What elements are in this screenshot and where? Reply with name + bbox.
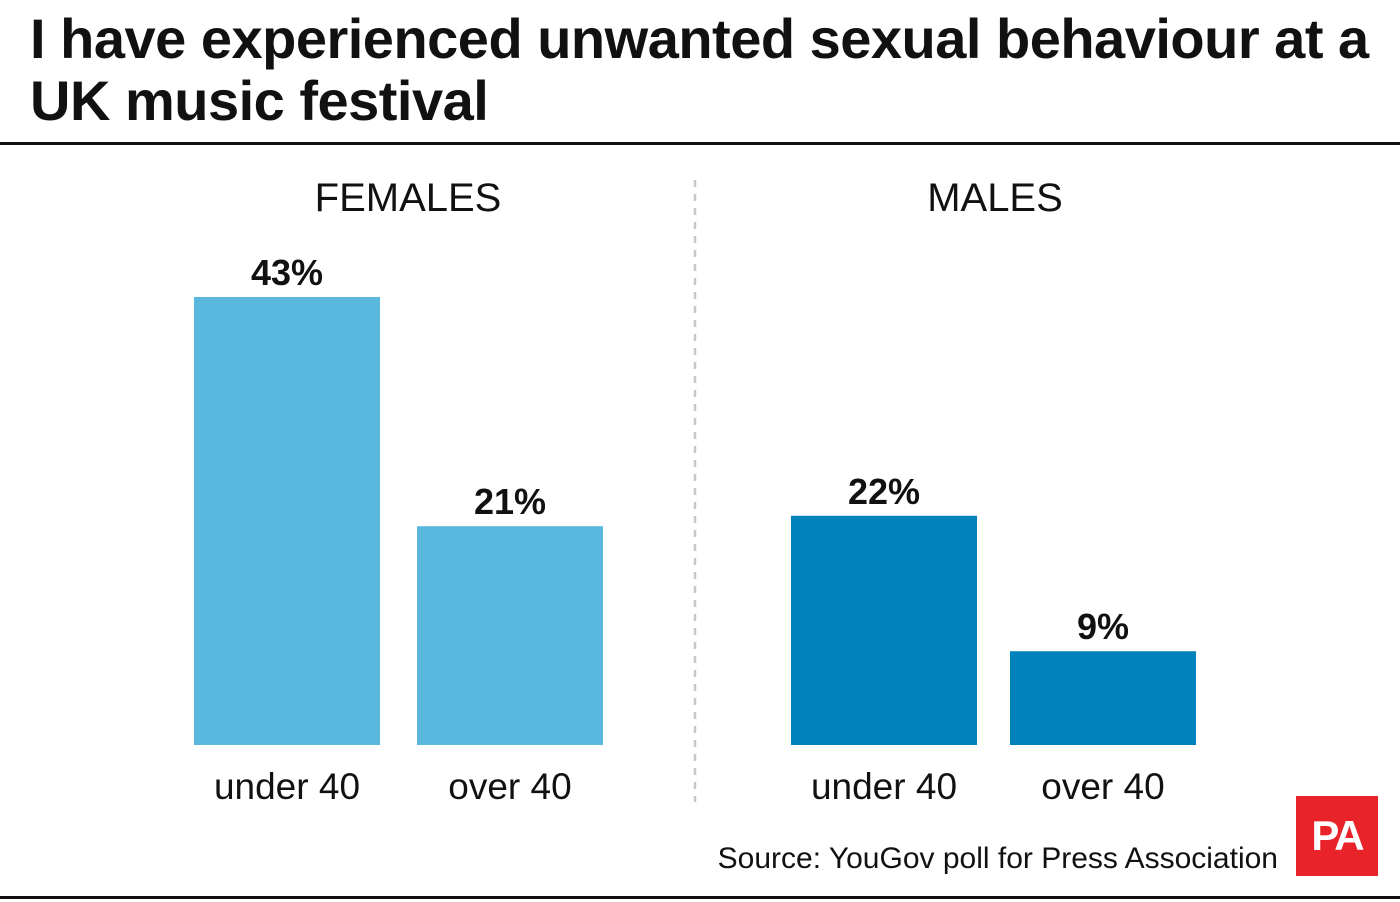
value-label-females-under-40: 43% [251,252,323,293]
top-rule [0,142,1400,145]
bar-males-over-40 [1010,651,1196,745]
panel-title-males: MALES [927,176,1063,220]
bar-females-over-40 [417,526,603,745]
bottom-rule [0,896,1400,899]
value-label-females-over-40: 21% [474,481,546,522]
bar-males-under-40 [791,515,977,745]
category-label-males-under-40: under 40 [811,766,957,807]
value-label-males-over-40: 9% [1077,606,1129,647]
value-label-males-under-40: 22% [848,471,920,512]
bar-females-under-40 [194,297,380,745]
panel-males: MALES 22% under 40 9% over 40 [791,176,1196,807]
panel-title-females: FEMALES [315,176,502,220]
panel-females: FEMALES 43% under 40 21% over 40 [194,176,603,807]
category-label-males-over-40: over 40 [1041,766,1164,807]
category-label-females-over-40: over 40 [448,766,571,807]
category-label-females-under-40: under 40 [214,766,360,807]
chart-title: I have experienced unwanted sexual behav… [30,7,1369,132]
source-note: Source: YouGov poll for Press Associatio… [717,842,1278,875]
pa-logo: PA [1296,796,1378,876]
